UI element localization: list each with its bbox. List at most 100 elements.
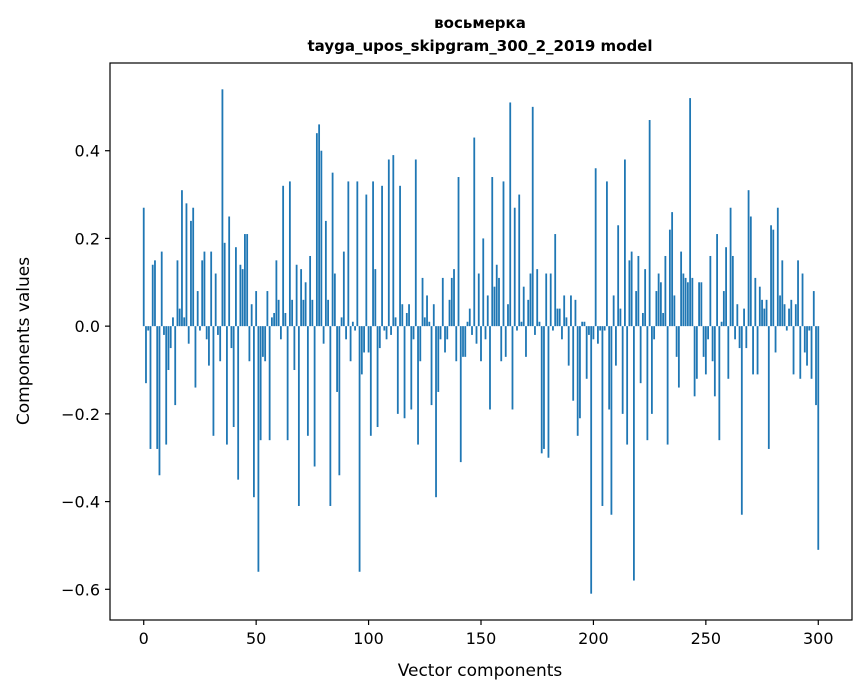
bar-136 bbox=[448, 299, 451, 327]
bar-152 bbox=[484, 326, 487, 340]
bar-105 bbox=[378, 326, 381, 349]
bar-48 bbox=[250, 304, 253, 327]
bar-140 bbox=[457, 177, 460, 327]
bar-120 bbox=[412, 326, 415, 340]
bar-111 bbox=[392, 155, 395, 327]
bar-112 bbox=[394, 317, 397, 327]
bar-11 bbox=[167, 326, 170, 371]
bar-68 bbox=[295, 264, 298, 327]
bar-124 bbox=[421, 277, 424, 327]
bar-195 bbox=[581, 321, 584, 327]
bar-series bbox=[142, 89, 820, 594]
bar-34 bbox=[219, 326, 222, 362]
y-tick-label: −0.6 bbox=[61, 580, 100, 599]
bar-265 bbox=[738, 326, 741, 349]
bar-49 bbox=[253, 326, 255, 498]
bar-253 bbox=[711, 326, 714, 362]
bar-91 bbox=[347, 181, 350, 327]
bar-9 bbox=[163, 326, 165, 335]
bar-97 bbox=[360, 326, 363, 375]
bar-174 bbox=[534, 326, 536, 335]
bar-77 bbox=[315, 133, 318, 327]
x-tick-label: 300 bbox=[803, 629, 834, 648]
bar-175 bbox=[536, 269, 539, 327]
bar-184 bbox=[556, 308, 559, 327]
bar-295 bbox=[806, 326, 808, 366]
bar-187 bbox=[563, 295, 566, 327]
bar-173 bbox=[531, 106, 534, 327]
bar-185 bbox=[558, 308, 561, 327]
bar-194 bbox=[579, 326, 581, 419]
bar-207 bbox=[608, 326, 611, 410]
bar-145 bbox=[468, 308, 471, 327]
bar-282 bbox=[776, 207, 779, 327]
bar-255 bbox=[716, 234, 718, 327]
bar-96 bbox=[358, 326, 361, 572]
bar-298 bbox=[812, 291, 815, 327]
bar-128 bbox=[430, 326, 433, 406]
bar-28 bbox=[205, 326, 208, 340]
bar-63 bbox=[284, 312, 287, 327]
bar-38 bbox=[228, 216, 231, 327]
bar-294 bbox=[803, 326, 806, 353]
bar-89 bbox=[342, 251, 345, 327]
bar-262 bbox=[731, 255, 734, 327]
bar-188 bbox=[565, 317, 568, 327]
bar-299 bbox=[815, 326, 817, 406]
x-tick-label: 100 bbox=[353, 629, 384, 648]
bar-137 bbox=[450, 277, 453, 327]
bar-272 bbox=[754, 277, 757, 327]
bar-239 bbox=[680, 251, 683, 327]
bar-53 bbox=[262, 326, 264, 357]
bar-67 bbox=[293, 326, 296, 371]
bar-161 bbox=[504, 326, 507, 357]
bar-168 bbox=[520, 321, 523, 327]
bar-72 bbox=[304, 282, 307, 327]
bar-64 bbox=[286, 326, 289, 441]
bar-199 bbox=[590, 326, 593, 594]
bar-196 bbox=[583, 321, 586, 327]
bar-211 bbox=[617, 225, 620, 327]
bar-290 bbox=[794, 304, 797, 327]
bar-197 bbox=[585, 326, 588, 379]
bar-249 bbox=[702, 326, 705, 357]
bar-273 bbox=[756, 326, 759, 375]
bar-65 bbox=[288, 181, 291, 327]
bar-133 bbox=[441, 277, 444, 327]
bar-155 bbox=[491, 177, 494, 327]
x-axis-label: Vector components bbox=[398, 661, 563, 681]
bar-17 bbox=[181, 190, 183, 327]
bar-179 bbox=[545, 273, 548, 327]
bar-31 bbox=[212, 326, 215, 436]
bar-22 bbox=[192, 207, 195, 327]
bar-129 bbox=[432, 304, 435, 327]
bar-52 bbox=[259, 326, 262, 441]
bar-4 bbox=[151, 264, 154, 327]
bar-18 bbox=[183, 317, 186, 327]
bar-57 bbox=[270, 317, 273, 327]
bar-186 bbox=[561, 326, 563, 340]
bar-229 bbox=[657, 273, 660, 327]
bar-222 bbox=[641, 312, 644, 327]
bar-231 bbox=[662, 312, 665, 327]
bar-251 bbox=[707, 326, 709, 340]
bar-257 bbox=[720, 321, 723, 327]
x-tick-label: 250 bbox=[691, 629, 722, 648]
bar-14 bbox=[174, 326, 177, 406]
bar-150 bbox=[480, 326, 482, 362]
bar-79 bbox=[320, 150, 323, 327]
bar-134 bbox=[444, 326, 446, 353]
bar-55 bbox=[266, 291, 269, 327]
bar-285 bbox=[783, 304, 786, 327]
y-tick-label: −0.2 bbox=[61, 405, 100, 424]
bar-287 bbox=[788, 308, 790, 327]
bar-245 bbox=[693, 326, 696, 397]
bar-240 bbox=[682, 273, 685, 327]
bar-123 bbox=[419, 326, 422, 362]
bar-263 bbox=[734, 326, 736, 340]
bar-243 bbox=[689, 98, 692, 327]
bar-110 bbox=[390, 326, 392, 335]
bar-56 bbox=[268, 326, 271, 441]
bar-167 bbox=[518, 194, 521, 327]
bar-92 bbox=[349, 326, 352, 362]
